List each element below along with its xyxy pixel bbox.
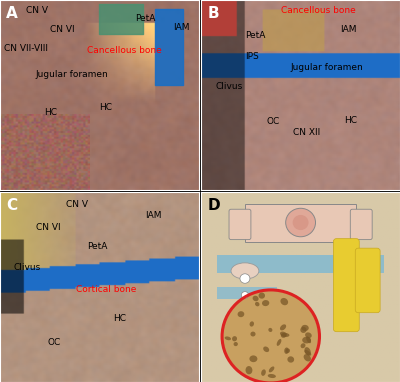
Ellipse shape [225,337,231,340]
Ellipse shape [301,325,309,331]
Ellipse shape [300,343,306,348]
Text: IAM: IAM [145,211,162,220]
Text: CN XII: CN XII [293,128,320,138]
Ellipse shape [250,332,256,337]
Text: OC: OC [267,117,280,126]
Text: HC: HC [100,103,112,112]
FancyBboxPatch shape [217,287,277,299]
Text: Cortical bone: Cortical bone [76,285,136,295]
Ellipse shape [304,347,311,355]
Ellipse shape [250,321,254,327]
Text: PetA: PetA [245,31,265,40]
Ellipse shape [305,332,312,338]
Text: Clivus: Clivus [14,263,41,272]
Ellipse shape [304,354,311,361]
Text: B: B [207,6,219,21]
Ellipse shape [263,346,269,352]
Ellipse shape [250,355,257,362]
Text: CN V: CN V [26,6,48,15]
Text: CN VI: CN VI [50,25,74,34]
Text: Clivus: Clivus [215,82,242,91]
Ellipse shape [231,263,259,279]
FancyBboxPatch shape [350,209,372,240]
Text: HC: HC [44,108,57,117]
Text: Jugular foramen: Jugular foramen [36,71,108,79]
FancyBboxPatch shape [217,255,384,273]
Ellipse shape [238,311,244,317]
Circle shape [223,291,318,382]
Ellipse shape [281,333,290,337]
Ellipse shape [300,327,306,333]
Circle shape [293,215,308,230]
Text: CN V: CN V [66,200,88,209]
Text: Cancellous bone: Cancellous bone [281,6,356,15]
Ellipse shape [277,339,281,346]
Ellipse shape [281,333,286,338]
Ellipse shape [261,369,266,376]
Ellipse shape [258,293,265,299]
Text: D: D [207,198,220,213]
Ellipse shape [284,348,289,354]
Text: PetA: PetA [135,13,156,23]
Text: IAM: IAM [340,25,357,34]
Ellipse shape [269,366,274,372]
Ellipse shape [280,298,288,305]
Ellipse shape [253,296,259,301]
Text: HC: HC [344,116,357,125]
Circle shape [240,274,250,283]
Ellipse shape [302,337,311,343]
Ellipse shape [246,366,252,374]
Ellipse shape [255,302,260,306]
Circle shape [286,208,316,237]
Ellipse shape [232,336,237,342]
Text: Cancellous bone: Cancellous bone [88,46,162,55]
Text: C: C [6,198,17,213]
Ellipse shape [280,332,287,337]
FancyBboxPatch shape [245,204,356,241]
Ellipse shape [268,328,272,332]
Ellipse shape [234,342,238,346]
FancyBboxPatch shape [229,209,251,240]
Circle shape [241,291,248,298]
Text: CN VII-VIII: CN VII-VIII [4,44,48,53]
Text: Jugular foramen: Jugular foramen [291,63,364,72]
Text: OC: OC [48,338,61,346]
Text: CN VI: CN VI [36,223,60,232]
Text: IAM: IAM [173,23,190,32]
Text: PetA: PetA [88,242,108,251]
Ellipse shape [280,324,286,330]
Ellipse shape [262,300,269,306]
Ellipse shape [304,350,311,356]
Text: IPS: IPS [245,52,259,60]
FancyBboxPatch shape [334,239,359,332]
Ellipse shape [287,356,294,363]
FancyBboxPatch shape [355,248,380,313]
Ellipse shape [286,348,290,353]
Ellipse shape [268,374,276,378]
Text: A: A [6,6,18,21]
Text: HC: HC [113,314,126,323]
Ellipse shape [306,337,311,343]
